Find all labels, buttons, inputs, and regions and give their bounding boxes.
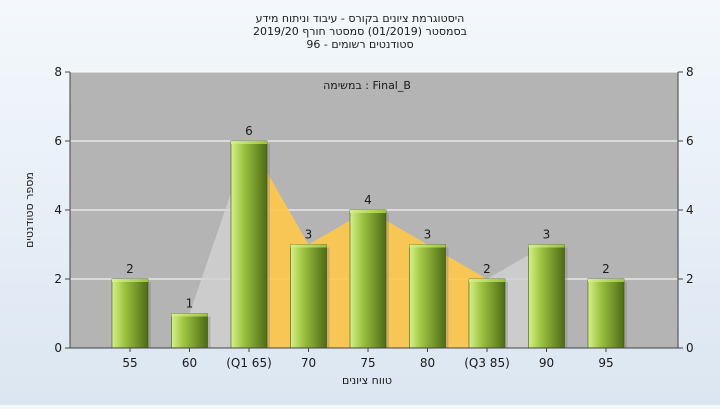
bar [409, 244, 449, 349]
y-tick-label-left: 4 [54, 203, 62, 217]
y-tick-label-right: 2 [686, 272, 694, 286]
bar [468, 278, 508, 349]
bar-body [528, 244, 565, 349]
data-label: 3 [424, 228, 432, 242]
bar-body [468, 278, 506, 349]
y-tick-label-right: 0 [686, 341, 694, 355]
bar-cap [588, 279, 624, 282]
x-tick-label: 90 [539, 356, 554, 370]
x-axis-label: טווח ציונים [342, 374, 392, 387]
bar-cap [350, 210, 386, 213]
axes: 0 0 2 2 4 4 6 6 8 8 55 60 (Q1 65) 70 75 80 (Q3 85) 90 95 [54, 65, 693, 370]
y-tick-label-right: 6 [686, 134, 694, 148]
x-tick-label: (Q3 85) [464, 356, 510, 370]
data-label: 2 [126, 262, 134, 276]
bar-cap [528, 244, 565, 248]
bar [171, 313, 211, 349]
data-label: 3 [305, 228, 313, 242]
x-tick-label: 70 [301, 356, 316, 370]
x-tick-label: 95 [598, 356, 613, 370]
bar [230, 140, 270, 349]
data-label: 1 [186, 297, 194, 311]
bar [587, 278, 627, 349]
bar [111, 278, 151, 349]
bar [290, 244, 330, 349]
bar-cap [469, 279, 505, 282]
bar-body [171, 313, 208, 349]
bar [528, 244, 568, 349]
bar-body [290, 244, 327, 349]
y-tick-label-right: 4 [686, 203, 694, 217]
y-tick-label-left: 2 [54, 272, 62, 286]
data-label: 3 [543, 228, 551, 242]
chart-title: היסטוגרמת ציונים בקורס - עיבוד וניתוח מי… [253, 12, 467, 51]
bar-body [111, 278, 149, 349]
x-tick-label: 75 [360, 356, 375, 370]
bar-cap [409, 244, 446, 248]
y-tick-label-left: 6 [54, 134, 62, 148]
data-label: 2 [483, 262, 491, 276]
y-tick-label-left: 8 [54, 65, 62, 79]
x-tick-label: 80 [420, 356, 435, 370]
data-label: 4 [364, 193, 372, 207]
bar-cap [231, 141, 267, 144]
title-line-1: היסטוגרמת ציונים בקורס - עיבוד וניתוח מי… [256, 12, 465, 25]
bars [111, 140, 627, 349]
bar-body [409, 244, 446, 349]
data-label: 6 [245, 124, 253, 138]
y-tick-label-left: 0 [54, 341, 62, 355]
bar-body [587, 278, 625, 349]
title-line-2: בסמסטר (01/2019) סמסטר חורף 2019/20 [253, 25, 467, 38]
title-line-3: סטודנטים רשומים - 96 [306, 38, 413, 51]
bar-cap [112, 279, 148, 282]
legend-text: במשימה : Final_B [323, 79, 411, 92]
x-tick-label: 55 [122, 356, 137, 370]
bar [349, 209, 389, 349]
bar-body [230, 140, 268, 349]
y-tick-label-right: 8 [686, 65, 694, 79]
bar-cap [171, 313, 208, 317]
x-tick-label: (Q1 65) [226, 356, 272, 370]
data-labels: 2 1 6 3 4 3 2 3 2 [126, 124, 610, 311]
x-tick-label: 60 [182, 356, 197, 370]
bar-cap [290, 244, 327, 248]
y-axis-label: מספר סטודנטים [23, 172, 36, 248]
data-label: 2 [602, 262, 610, 276]
bar-body [349, 209, 387, 349]
